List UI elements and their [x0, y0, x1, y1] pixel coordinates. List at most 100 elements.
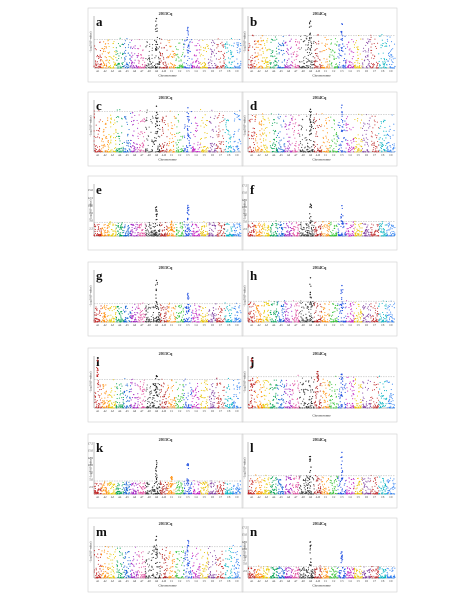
snp-point: [308, 65, 310, 67]
snp-point: [110, 57, 112, 59]
snp-point: [325, 145, 327, 147]
snp-point: [315, 227, 317, 229]
snp-point: [223, 56, 225, 58]
snp-point: [198, 49, 200, 51]
snp-point: [233, 120, 235, 122]
snp-point: [233, 42, 235, 44]
snp-point: [142, 228, 144, 231]
snp-point: [159, 120, 161, 123]
snp-point: [335, 224, 338, 226]
snp-point: [106, 137, 108, 140]
snp-point: [162, 146, 164, 148]
snp-point: [312, 56, 314, 58]
snp-point: [156, 150, 158, 152]
snp-point: [168, 56, 170, 58]
snp-point: [167, 123, 169, 125]
snp-point: [240, 64, 242, 66]
snp-point: [306, 231, 308, 234]
snp-point: [204, 150, 206, 152]
peak-point: [188, 214, 190, 216]
snp-point: [146, 41, 148, 43]
snp-point: [319, 51, 321, 53]
snp-point: [200, 49, 202, 51]
snp-point: [367, 231, 369, 233]
snp-point: [149, 235, 151, 237]
snp-point: [273, 139, 276, 141]
snp-point: [252, 147, 255, 149]
snp-point: [145, 119, 147, 121]
snp-point: [264, 147, 266, 149]
snp-point: [218, 114, 220, 117]
snp-point: [329, 49, 332, 51]
snp-point: [284, 59, 286, 61]
snp-point: [220, 229, 222, 231]
snp-point: [257, 223, 259, 225]
snp-point: [278, 226, 280, 229]
snp-point: [326, 147, 328, 149]
snp-point: [338, 52, 340, 54]
snp-point: [121, 228, 123, 230]
snp-point: [307, 146, 309, 148]
snp-point: [128, 44, 130, 46]
snp-point: [300, 47, 303, 49]
snp-point: [188, 139, 190, 141]
snp-point: [323, 58, 325, 60]
snp-point: [339, 145, 341, 147]
snp-point: [349, 233, 351, 235]
snp-point: [203, 229, 205, 232]
peak-point: [187, 113, 190, 115]
snp-point: [346, 143, 348, 145]
snp-point: [321, 51, 323, 53]
snp-point: [392, 144, 394, 146]
snp-point: [282, 149, 284, 151]
snp-point: [346, 59, 348, 61]
snp-point: [101, 151, 103, 153]
snp-point: [131, 64, 133, 66]
snp-point: [195, 122, 197, 124]
peak-point: [155, 25, 157, 27]
snp-point: [217, 136, 219, 138]
snp-point: [365, 66, 368, 68]
snp-point: [139, 224, 141, 226]
snp-point: [381, 145, 383, 147]
snp-point: [150, 131, 152, 133]
snp-point: [133, 46, 135, 48]
snp-point: [371, 140, 373, 142]
snp-point: [251, 54, 253, 56]
x-tick-label: A3: [265, 154, 269, 157]
snp-point: [200, 142, 202, 144]
snp-point: [286, 47, 288, 49]
snp-point: [239, 223, 241, 225]
snp-point: [103, 232, 105, 234]
snp-point: [305, 129, 307, 131]
snp-point: [220, 226, 223, 228]
snp-point: [300, 227, 302, 229]
snp-point: [271, 151, 273, 153]
snp-point: [376, 137, 378, 139]
snp-point: [272, 235, 274, 237]
snp-point: [113, 230, 115, 232]
snp-point: [288, 140, 290, 142]
x-tick-label: C7: [373, 154, 377, 157]
snp-point: [202, 122, 204, 124]
snp-point: [380, 121, 382, 123]
snp-point: [335, 143, 337, 145]
snp-point: [258, 121, 260, 123]
snp-point: [330, 64, 332, 66]
snp-point: [302, 232, 304, 234]
snp-point: [255, 140, 257, 142]
snp-point: [126, 140, 128, 142]
snp-point: [223, 57, 225, 59]
snp-point: [354, 235, 356, 237]
snp-point: [108, 66, 111, 68]
snp-point: [124, 40, 126, 42]
snp-point: [228, 62, 230, 64]
snp-point: [211, 229, 213, 231]
snp-point: [253, 151, 255, 153]
snp-point: [254, 120, 256, 122]
snp-point: [266, 57, 268, 59]
snp-point: [158, 46, 160, 48]
snp-point: [310, 230, 312, 232]
snp-point: [126, 65, 128, 67]
snp-point: [216, 44, 218, 46]
